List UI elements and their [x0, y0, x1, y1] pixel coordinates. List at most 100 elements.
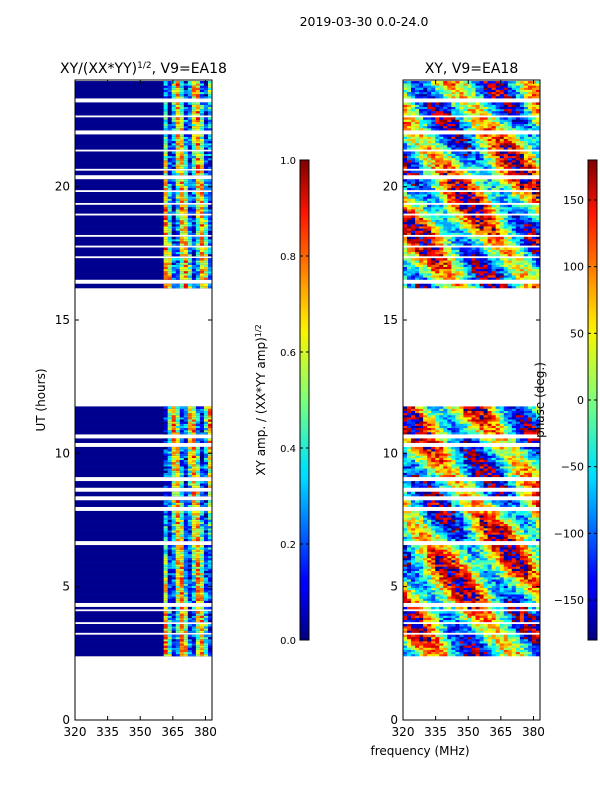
amplitude-heatmap-cell [195, 106, 201, 110]
amplitude-heatmap-cell [171, 253, 177, 257]
phase-heatmap-cell [431, 579, 436, 582]
phase-heatmap-cell [491, 647, 496, 650]
amplitude-heatmap-cell [187, 572, 193, 576]
amplitude-heatmap-cell [183, 641, 189, 644]
phase-heatmap-cell [511, 500, 517, 503]
amplitude-heatmap-cell [203, 579, 209, 582]
amplitude-heatmap-cell [179, 451, 185, 454]
amplitude-heatmap-cell [183, 219, 189, 223]
amplitude-heatmap-cell [167, 253, 173, 257]
amplitude-heatmap-cell [207, 455, 213, 458]
amplitude-heatmap-cell [187, 283, 193, 287]
amplitude-heatmap-cell [195, 579, 201, 582]
amplitude-heatmap-row [75, 221, 212, 225]
phase-heatmap-cell [403, 545, 408, 548]
phase-heatmap-cell [495, 596, 501, 599]
amplitude-heatmap-cell [195, 545, 201, 548]
amplitude-heatmap-cell [203, 194, 209, 197]
amplitude-heatmap-cell [195, 87, 201, 90]
phase-heatmap-cell [499, 483, 505, 486]
phase-heatmap-cell [499, 638, 505, 642]
phase-heatmap-cell [479, 583, 484, 586]
amplitude-heatmap-cell [187, 449, 193, 452]
phase-heatmap-cell [459, 525, 464, 529]
amplitude-heatmap-cell [171, 628, 177, 631]
amplitude-heatmap-cell [175, 510, 181, 514]
amplitude-heatmap-cell [199, 613, 205, 616]
phase-heatmap-cell [515, 557, 521, 561]
amplitude-heatmap-cell [171, 206, 177, 210]
amplitude-heatmap-cell [167, 466, 173, 469]
phase-heatmap-cell [415, 615, 420, 618]
amplitude-heatmap-cell [195, 102, 201, 105]
amplitude-heatmap-cell [163, 485, 168, 488]
amplitude-heatmap-cell [179, 464, 185, 467]
amplitude-heatmap-cell [195, 185, 201, 189]
phase-heatmap-cell [419, 572, 424, 576]
amplitude-heatmap-cell [203, 260, 209, 263]
phase-heatmap-cell [431, 636, 436, 640]
phase-heatmap-cell [523, 510, 529, 514]
amplitude-heatmap-cell [195, 170, 201, 174]
phase-heatmap-cell [443, 647, 448, 650]
amplitude-heatmap-cell [203, 619, 209, 623]
phase-heatmap-cell [419, 592, 424, 595]
phase-heatmap-cell [523, 532, 529, 535]
phase-heatmap-cell [455, 515, 460, 518]
amplitude-heatmap-cell [199, 585, 205, 589]
amplitude-heatmap-cell [167, 211, 173, 214]
phase-heatmap-cell [463, 517, 468, 520]
amplitude-heatmap-cell [191, 636, 197, 640]
amplitude-heatmap-cell [199, 617, 205, 621]
phase-heatmap-cell [451, 626, 456, 629]
phase-heatmap-cell [507, 538, 513, 542]
phase-heatmap-cell [447, 538, 452, 542]
phase-heatmap-cell [503, 579, 509, 582]
amplitude-heatmap-cell [179, 119, 185, 122]
amplitude-heatmap-cell [187, 525, 193, 529]
phase-heatmap-cell [451, 643, 456, 646]
phase-heatmap-cell [447, 493, 452, 497]
phase-heatmap-cell [459, 634, 464, 638]
phase-heatmap-cell [515, 594, 521, 597]
phase-heatmap-cell [439, 568, 444, 571]
phase-heatmap-cell [439, 491, 444, 495]
phase-heatmap-cell [535, 557, 541, 561]
phase-heatmap-cell [523, 515, 529, 518]
amplitude-heatmap-cell [171, 215, 177, 218]
amplitude-axes-frame [74, 79, 213, 721]
amplitude-heatmap-cell [191, 617, 197, 621]
phase-heatmap-cell [419, 615, 424, 618]
phase-heatmap-cell [451, 560, 456, 563]
amplitude-heatmap-cell [191, 121, 197, 125]
phase-heatmap-cell [407, 528, 412, 531]
phase-heatmap-cell [435, 549, 440, 552]
amplitude-heatmap-cell [179, 155, 185, 159]
phase-heatmap-cell [471, 491, 476, 495]
amplitude-heatmap-cell [207, 651, 213, 655]
phase-heatmap-cell [519, 504, 525, 507]
amplitude-heatmap-cell [175, 93, 181, 97]
phase-heatmap-cell [475, 517, 480, 520]
phase-heatmap-cell [419, 525, 424, 529]
phase-heatmap-cell [439, 525, 444, 529]
phase-heatmap-cell [443, 474, 448, 478]
amplitude-heatmap-cell [175, 438, 181, 441]
amplitude-heatmap-cell [171, 532, 177, 535]
phase-heatmap-cell [447, 577, 452, 580]
phase-heatmap-cell [459, 557, 464, 561]
amplitude-heatmap-cell [203, 421, 209, 424]
phase-heatmap-cell [475, 536, 480, 539]
amplitude-heatmap-cell [203, 241, 209, 244]
amplitude-heatmap-cell [179, 273, 185, 276]
amplitude-heatmap-cell [171, 224, 177, 227]
amplitude-heatmap-cell [207, 461, 213, 465]
phase-heatmap-cell [491, 562, 496, 565]
amplitude-heatmap-cell [191, 481, 197, 484]
phase-heatmap-cell [479, 483, 484, 486]
phase-heatmap-cell [427, 483, 432, 486]
amplitude-heatmap-cell [187, 562, 193, 565]
phase-heatmap-cell [503, 534, 509, 537]
phase-heatmap-cell [459, 493, 464, 497]
phase-heatmap-cell [499, 641, 505, 644]
